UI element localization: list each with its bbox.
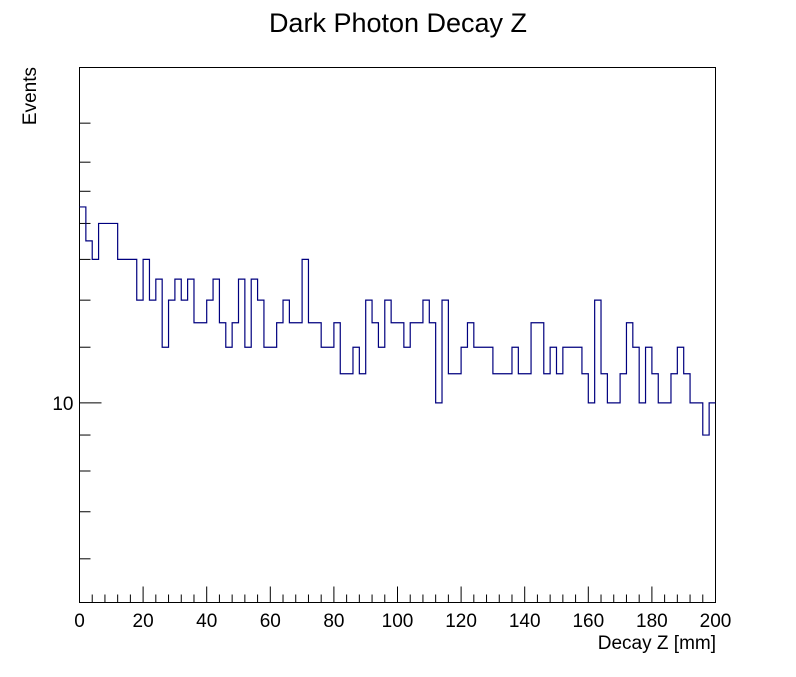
- y-axis-label: Events: [20, 67, 41, 125]
- x-axis: 0 20 40 60 80 100 120 140 160 180 200: [74, 586, 732, 632]
- x-tick-label: 120: [445, 611, 477, 632]
- plot-frame: [79, 67, 716, 603]
- y-tick-label: 10: [52, 394, 73, 415]
- x-axis-label: Decay Z [mm]: [598, 633, 716, 654]
- x-tick-label: 140: [509, 611, 541, 632]
- x-tick-label: 80: [323, 611, 344, 632]
- x-tick-label: 200: [700, 611, 732, 632]
- y-axis: 10: [52, 67, 102, 560]
- histogram-line: [79, 206, 716, 436]
- x-tick-label: 0: [74, 611, 85, 632]
- x-tick-label: 60: [260, 611, 281, 632]
- x-tick-label: 180: [636, 611, 668, 632]
- x-tick-label: 40: [196, 611, 217, 632]
- x-tick-label: 160: [572, 611, 604, 632]
- x-tick-label: 20: [133, 611, 154, 632]
- chart-title: Dark Photon Decay Z: [269, 8, 527, 38]
- x-tick-label: 100: [382, 611, 414, 632]
